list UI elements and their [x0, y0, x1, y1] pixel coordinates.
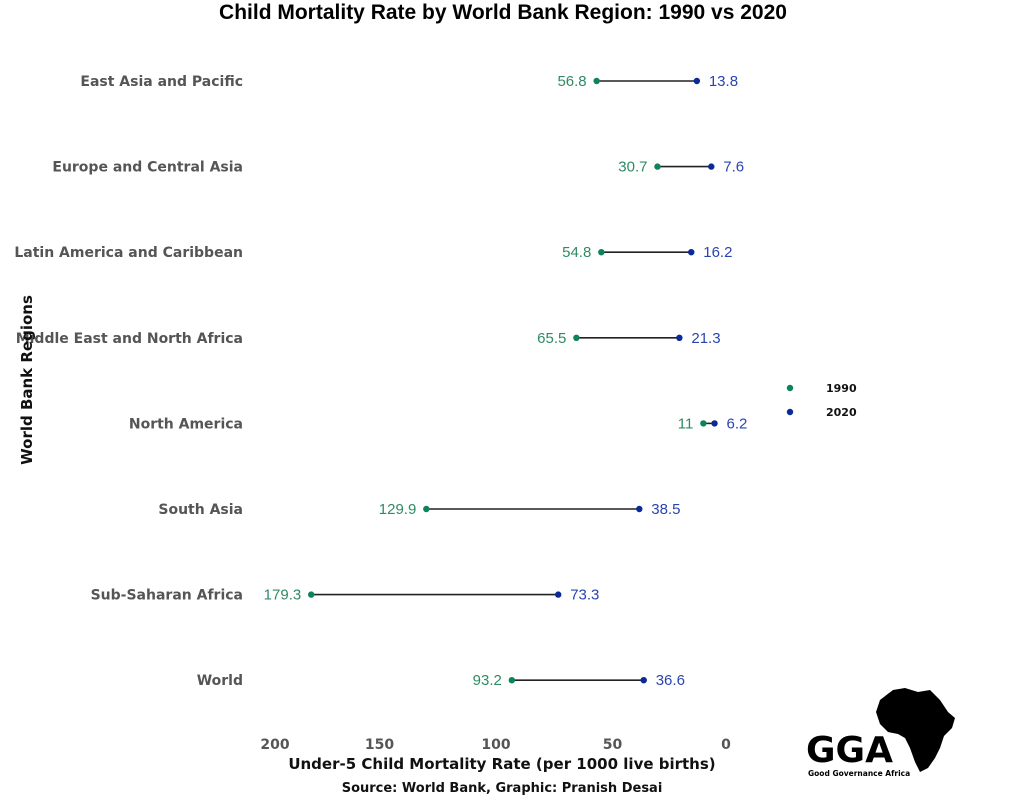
point-2020 — [711, 420, 718, 427]
value-labels: 56.8 13.8 30.7 7.6 54.8 16.2 65.5 21.3 11 6.2 129.… — [264, 73, 748, 689]
value-label-2020: 7.6 — [723, 159, 744, 176]
point-2020 — [555, 591, 562, 598]
point-1990 — [700, 420, 707, 427]
value-label-1990: 54.8 — [562, 244, 591, 261]
legend-label-1990: 1990 — [826, 382, 857, 395]
value-label-2020: 6.2 — [727, 415, 748, 432]
point-1990 — [308, 591, 315, 598]
y-tick-labels: East Asia and Pacific Europe and Central … — [14, 74, 243, 689]
point-1990 — [654, 163, 661, 170]
x-tick-label: 0 — [721, 737, 731, 753]
x-tick-label: 200 — [260, 737, 289, 753]
logo-name: Good Governance Africa — [808, 769, 910, 778]
points — [308, 77, 718, 684]
value-label-2020: 36.6 — [656, 672, 685, 689]
x-tick-label: 100 — [481, 737, 510, 753]
legend-key-2020 — [786, 408, 794, 416]
chart-title: Child Mortality Rate by World Bank Regio… — [219, 1, 787, 24]
y-tick-label: Sub-Saharan Africa — [91, 588, 243, 604]
value-label-1990: 129.9 — [379, 501, 417, 518]
point-2020 — [688, 249, 695, 256]
y-tick-label: World — [197, 673, 243, 689]
point-2020 — [636, 505, 643, 513]
point-1990 — [423, 505, 430, 513]
point-2020 — [640, 677, 647, 684]
point-1990 — [573, 334, 580, 341]
value-label-1990: 30.7 — [618, 159, 647, 176]
point-2020 — [676, 334, 683, 341]
y-tick-label: South Asia — [158, 502, 243, 518]
value-label-1990: 93.2 — [473, 672, 502, 689]
legend-key-1990 — [786, 384, 794, 392]
value-label-1990: 179.3 — [264, 587, 302, 604]
point-2020 — [708, 163, 715, 170]
y-tick-label: Middle East and North Africa — [16, 331, 243, 347]
segments — [311, 80, 715, 682]
value-label-1990: 11 — [678, 415, 694, 432]
value-label-2020: 13.8 — [709, 73, 738, 90]
value-label-2020: 16.2 — [703, 244, 732, 261]
point-2020 — [693, 77, 701, 85]
x-tick-labels: 200 150 100 50 0 — [260, 737, 731, 753]
value-label-1990: 65.5 — [537, 330, 566, 347]
y-tick-label: North America — [129, 416, 243, 432]
x-tick-label: 50 — [603, 737, 623, 753]
y-tick-label: East Asia and Pacific — [80, 74, 243, 90]
legend: 1990 2020 — [786, 382, 857, 419]
value-label-1990: 56.8 — [557, 73, 586, 90]
logo-mark: GGA — [806, 730, 893, 771]
gga-logo: GGA Good Governance Africa — [806, 688, 955, 778]
legend-label-2020: 2020 — [826, 406, 857, 419]
value-label-2020: 38.5 — [651, 501, 680, 518]
africa-map-icon — [876, 688, 955, 772]
x-tick-label: 150 — [365, 737, 394, 753]
x-axis-title: Under-5 Child Mortality Rate (per 1000 l… — [288, 755, 715, 773]
value-label-2020: 21.3 — [691, 330, 720, 347]
y-axis-title: World Bank Regions — [18, 295, 36, 465]
y-tick-label: Latin America and Caribbean — [14, 245, 243, 261]
point-1990 — [508, 677, 516, 684]
y-tick-label: Europe and Central Asia — [52, 160, 243, 176]
value-label-2020: 73.3 — [570, 587, 599, 604]
caption: Source: World Bank, Graphic: Pranish Des… — [342, 781, 663, 796]
point-1990 — [593, 77, 600, 85]
point-1990 — [598, 249, 605, 256]
